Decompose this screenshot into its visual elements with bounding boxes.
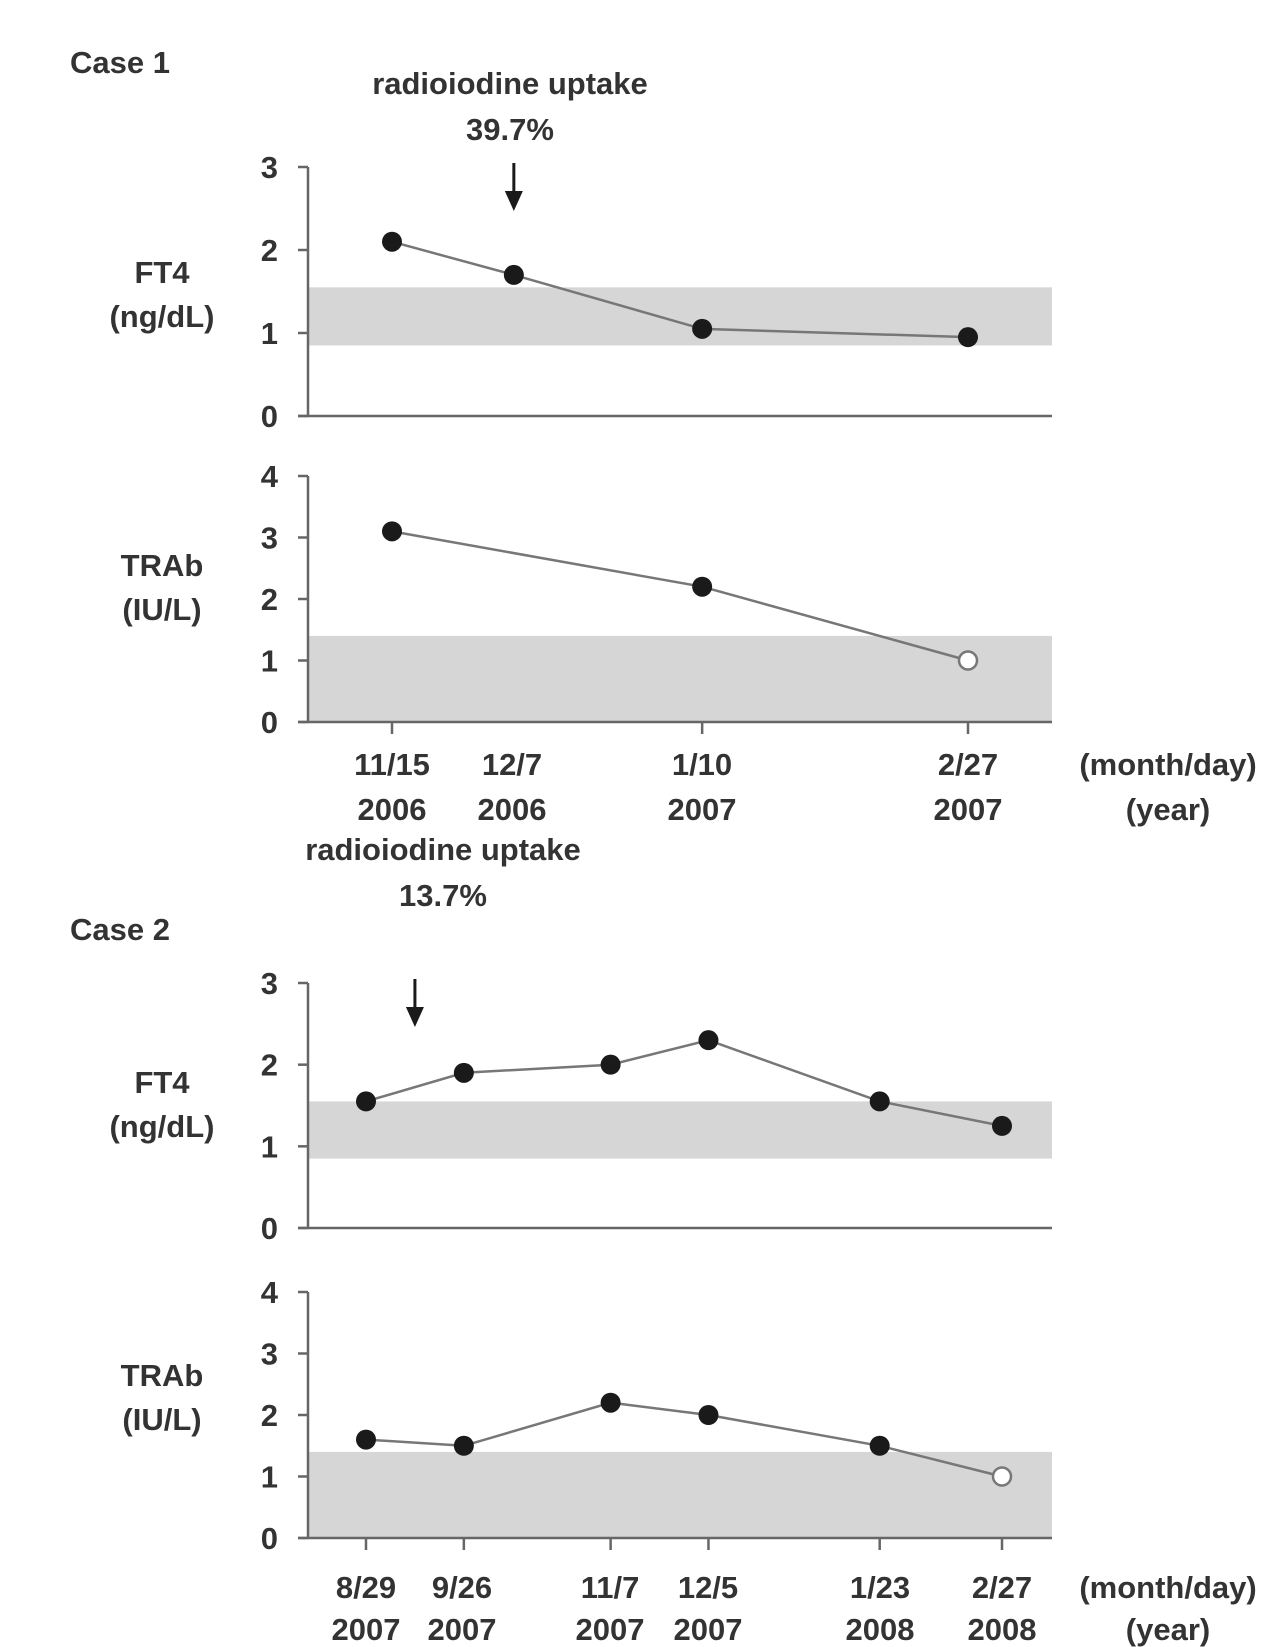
x-tick-label: 1/23	[850, 1570, 910, 1605]
y-tick-label: 0	[261, 1211, 278, 1246]
reference-range-band	[308, 635, 1052, 722]
chart-case1-trab: TRAb (IU/L) 0 1 2 3 4	[121, 459, 1052, 740]
data-point	[698, 1405, 719, 1425]
data-point	[992, 1115, 1012, 1136]
data-point	[869, 1435, 890, 1456]
y-tick-label: 2	[261, 1048, 278, 1083]
y-axis-label-line2: (ng/dL)	[109, 1109, 214, 1144]
y-tick-label: 1	[261, 644, 278, 679]
series-line	[391, 240, 969, 339]
y-axis-label-line2: (IU/L)	[122, 592, 201, 627]
x-tick-label: 2008	[968, 1612, 1037, 1647]
case-2-date-axis: 8/29 2007 9/26 2007 11/7 2007 12/5 2007 …	[332, 1570, 1257, 1647]
y-tick-label: 4	[261, 1275, 279, 1310]
arrow-head	[504, 191, 523, 211]
x-tick-label: 2/27	[972, 1570, 1032, 1605]
x-tick-label: 2008	[846, 1612, 915, 1647]
x-tick-label: 2007	[428, 1612, 497, 1647]
x-axis-unit-year: (year)	[1126, 792, 1210, 827]
case-2-annotation-arrow	[405, 979, 424, 1027]
y-tick-label: 3	[261, 521, 278, 556]
case-1-date-axis: 11/15 2006 12/7 2006 1/10 2007 2/27 2007…	[354, 747, 1257, 827]
data-point	[958, 327, 978, 348]
y-tick-label: 2	[261, 1398, 278, 1433]
x-tick-label: 2/27	[938, 747, 998, 782]
y-axis-label-line1: FT4	[134, 255, 190, 290]
y-tick-label: 4	[261, 459, 279, 494]
y-axis-label-line2: (IU/L)	[122, 1402, 201, 1437]
y-tick-label: 1	[261, 1129, 278, 1164]
x-axis-unit-year: (year)	[1126, 1612, 1210, 1647]
data-point	[356, 1429, 376, 1450]
y-tick-label: 0	[261, 399, 278, 434]
reference-range-band	[308, 1101, 1052, 1159]
x-tick-label: 11/7	[581, 1570, 640, 1605]
x-tick-label: 12/5	[678, 1570, 738, 1605]
data-point	[600, 1054, 621, 1075]
x-tick-label: 2007	[332, 1612, 401, 1647]
y-tick-label: 3	[261, 1337, 278, 1372]
reference-range-band	[308, 1451, 1052, 1538]
data-point	[869, 1091, 890, 1112]
y-axis-label-line1: TRAb	[121, 1358, 204, 1393]
y-tick-label: 2	[261, 582, 278, 617]
data-point	[692, 576, 713, 597]
series-line	[365, 1038, 1003, 1128]
x-tick-label: 2007	[674, 1612, 743, 1647]
x-tick-label: 2007	[668, 792, 737, 827]
data-point	[453, 1435, 474, 1456]
data-point	[503, 264, 524, 285]
y-tick-label: 3	[261, 150, 278, 185]
x-tick-label: 9/26	[432, 1570, 492, 1605]
data-point	[957, 650, 979, 671]
x-tick-label: 2006	[478, 792, 547, 827]
y-tick-label: 0	[261, 705, 278, 740]
case-1-label: Case 1	[70, 45, 170, 80]
data-point	[453, 1062, 474, 1083]
chart-case1-ft4: FT4 (ng/dL) 0 1 2 3	[109, 150, 1052, 434]
case-1-annotation-line1: radioiodine uptake	[372, 66, 648, 101]
x-tick-label: 2006	[358, 792, 427, 827]
case-1-annotation-line2: 39.7%	[466, 112, 554, 147]
data-point	[600, 1392, 621, 1413]
y-axis-label-line2: (ng/dL)	[109, 299, 214, 334]
x-axis-unit-md: (month/day)	[1079, 747, 1256, 782]
x-tick-label: 12/7	[482, 747, 542, 782]
y-tick-label: 3	[261, 966, 278, 1001]
y-tick-label: 1	[261, 316, 278, 351]
x-tick-label: 2007	[576, 1612, 645, 1647]
case-1-annotation-arrow	[504, 163, 523, 211]
y-tick-label: 0	[261, 1521, 278, 1556]
x-axis-unit-md: (month/day)	[1079, 1570, 1256, 1605]
data-point	[382, 231, 402, 252]
x-tick-label: 8/29	[336, 1570, 396, 1605]
data-point	[698, 1030, 719, 1051]
chart-case2-ft4: FT4 (ng/dL) 0 1 2 3	[109, 966, 1052, 1246]
data-point	[991, 1466, 1013, 1487]
y-axis-label-line1: FT4	[134, 1065, 190, 1100]
case-2: radioiodine uptake 13.7% Case 2	[70, 832, 581, 1027]
y-tick-label: 1	[261, 1460, 278, 1495]
case-2-annotation-line1: radioiodine uptake	[305, 832, 581, 867]
case-2-annotation-line2: 13.7%	[399, 878, 487, 913]
y-axis-label-line1: TRAb	[121, 548, 204, 583]
data-point	[356, 1091, 376, 1112]
chart-case2-trab: TRAb (IU/L) 0 1 2 3 4	[121, 1275, 1052, 1556]
series-line	[365, 1401, 1003, 1478]
data-point	[382, 521, 402, 542]
arrow-head	[405, 1007, 424, 1027]
x-tick-label: 1/10	[672, 747, 732, 782]
y-tick-label: 2	[261, 233, 278, 268]
case-2-label: Case 2	[70, 912, 170, 947]
x-tick-label: 11/15	[354, 747, 430, 782]
data-point	[692, 318, 713, 339]
x-tick-label: 2007	[934, 792, 1003, 827]
case-1: Case 1 radioiodine uptake 39.7%	[70, 45, 648, 211]
